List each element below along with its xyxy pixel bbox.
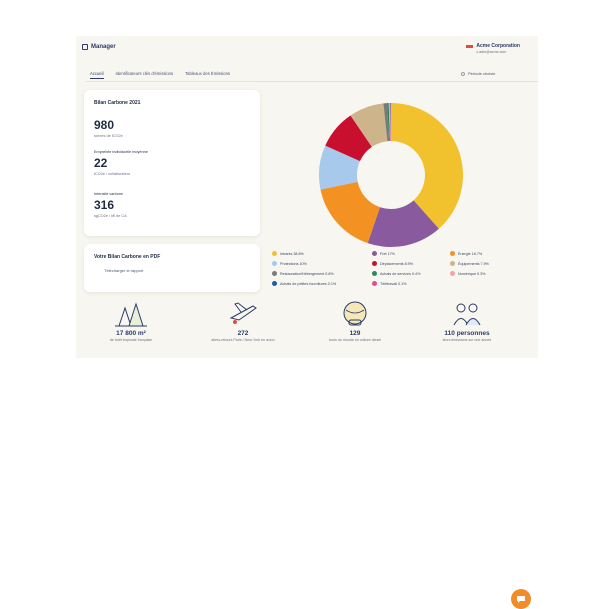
legend-item[interactable]: Achats de petites fournitures 0.1% [272,281,372,286]
legend-label: Restauration/Hébergement 0.8% [280,272,334,276]
people-icon [412,296,522,328]
pdf-card: Votre Bilan Carbone en PDF Télécharger l… [84,244,260,292]
legend-label: Achats de petites fournitures 0.1% [280,282,336,286]
stat-intensity-heading: Intensité carbone [94,192,123,196]
period-filter-label: Période choisie [468,71,495,76]
kpi-forest: 17 800 m² de forêt tropicale française [76,296,186,343]
kpi-flights: 272 allers-retours Paris / New-York en a… [188,296,298,343]
legend-swatch [372,261,377,266]
kpi-forest-label: de forêt tropicale française [76,338,186,343]
emissions-donut-chart [316,100,466,250]
chat-icon [516,594,526,604]
legend-label: Énergie 16.7% [458,252,482,256]
company-email: c.adm@acme.com [476,50,520,54]
legend-item[interactable]: Énergie 16.7% [450,251,530,256]
legend-item[interactable]: Déplacements 8.9% [372,261,450,266]
app-name: Manager [91,44,116,50]
legend-swatch [450,261,455,266]
period-filter[interactable]: Période choisie [461,71,495,76]
donut-svg [316,100,466,250]
kpi-car-label: tours du monde en voiture diesel [300,338,410,343]
legend-swatch [272,251,277,256]
legend-swatch [272,271,277,276]
legend-item[interactable]: Protections 10% [272,261,372,266]
kpi-car: 129 tours du monde en voiture diesel [300,296,410,343]
legend-swatch [372,271,377,276]
legend-item[interactable]: Fret 17% [372,251,450,256]
legend-swatch [272,281,277,286]
legend-item[interactable]: Intrants 38.8% [272,251,372,256]
company-flag-icon [466,45,473,48]
stat-individual-heading: Empreinte individuelle moyenne [94,150,148,154]
kpi-people-value: 110 personnes [412,330,522,337]
legend-item[interactable]: Équipements 7.9% [450,261,530,266]
legend-label: Protections 10% [280,262,307,266]
legend-label: Télétravail 0.1% [380,282,406,286]
globe-icon [300,296,410,328]
legend-item[interactable]: Télétravail 0.1% [372,281,450,286]
stat-intensity-value: 316 [94,198,114,212]
tabs-divider [86,81,538,82]
stat-total-label: tonnes de tCO2e [94,134,123,138]
company-menu[interactable]: Acme Corporation c.adm@acme.com [466,43,520,54]
legend-swatch [450,251,455,256]
radio-icon [461,72,465,76]
legend-swatch [372,281,377,286]
kpi-flights-value: 272 [188,330,298,337]
legend-swatch [272,261,277,266]
stat-individual-label: tCO2e / collaborateur [94,172,130,176]
app-logo[interactable]: Manager [82,44,116,50]
legend-label: Numérique 0.3% [458,272,485,276]
legend-label: Achats de services 0.4% [380,272,420,276]
chart-legend: Intrants 38.8% Fret 17% Énergie 16.7% Prote… [272,251,532,286]
top-bar: Manager Acme Corporation c.adm@acme.com [76,36,538,62]
legend-item[interactable]: Achats de services 0.4% [372,271,450,276]
legend-item[interactable]: Restauration/Hébergement 0.8% [272,271,372,276]
forest-icon [76,296,186,328]
tab-bar: Accueil Identificateurs clés d'émissions… [90,71,230,79]
legend-label: Intrants 38.8% [280,252,304,256]
kpi-flights-label: allers-retours Paris / New-York en avion [188,338,298,343]
download-report-link[interactable]: Télécharger le rapport [104,268,143,273]
app-window: Manager Acme Corporation c.adm@acme.com … [76,36,538,358]
legend-label: Fret 17% [380,252,395,256]
tab-identificateurs[interactable]: Identificateurs clés d'émissions [116,71,174,79]
stat-total-value: 980 [94,118,114,132]
pdf-card-title: Votre Bilan Carbone en PDF [94,254,160,260]
legend-swatch [450,271,455,276]
carbon-stats-card: Bilan Carbone 2021 980 tonnes de tCO2e E… [84,90,260,236]
legend-swatch [372,251,377,256]
tab-tableaux[interactable]: Tableaux des Émissions [185,71,230,79]
kpi-people: 110 personnes leurs émissions sur une an… [412,296,522,343]
plane-icon [188,296,298,328]
legend-label: Déplacements 8.9% [380,262,413,266]
kpi-car-value: 129 [300,330,410,337]
chat-button[interactable] [511,589,531,609]
stat-individual-value: 22 [94,156,107,170]
tab-accueil[interactable]: Accueil [90,71,104,79]
legend-item[interactable]: Numérique 0.3% [450,271,530,276]
company-name: Acme Corporation [476,43,520,49]
kpi-forest-value: 17 800 m² [76,330,186,337]
legend-label: Équipements 7.9% [458,262,489,266]
stat-intensity-label: kgCO2e / k€ de CA [94,214,127,218]
equivalences-row: 17 800 m² de forêt tropicale française 2… [76,296,538,358]
logo-icon [82,44,88,50]
kpi-people-label: leurs émissions sur une année [412,338,522,343]
stats-card-title: Bilan Carbone 2021 [94,100,140,106]
